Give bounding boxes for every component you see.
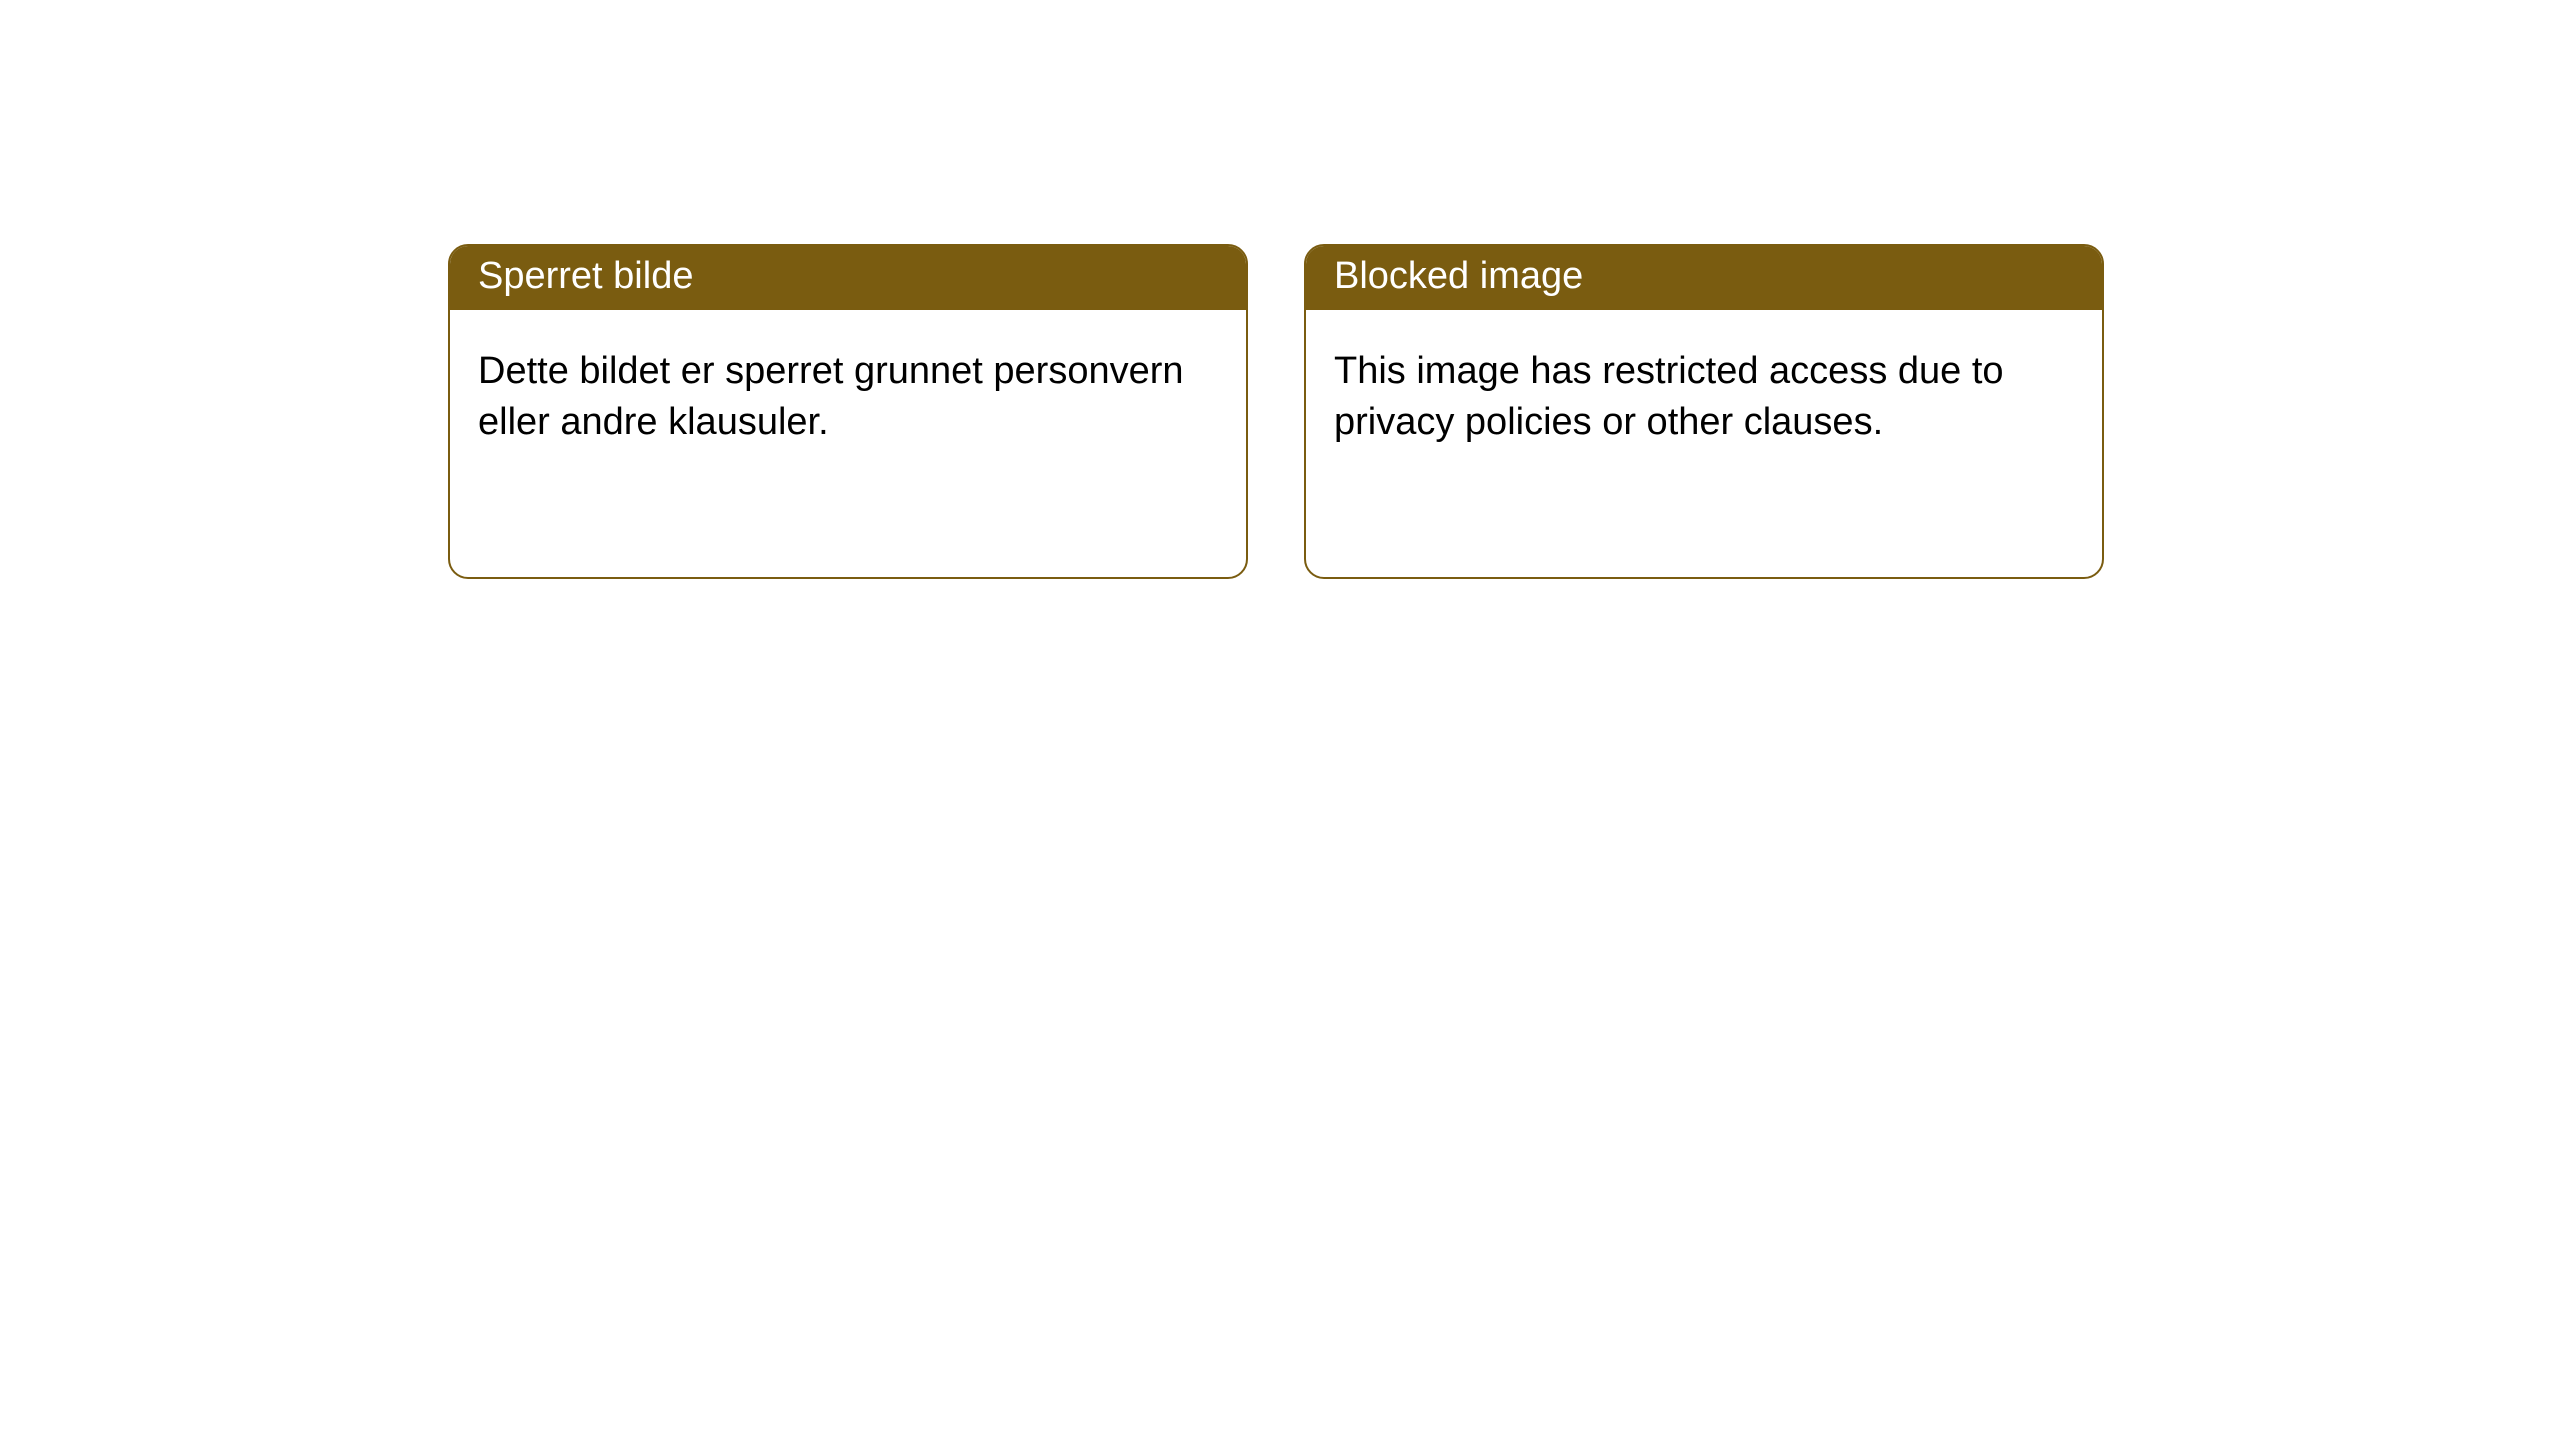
card-header-en: Blocked image	[1306, 246, 2102, 310]
blocked-image-card-en: Blocked image This image has restricted …	[1304, 244, 2104, 579]
blocked-image-card-no: Sperret bilde Dette bildet er sperret gr…	[448, 244, 1248, 579]
card-title-en: Blocked image	[1334, 255, 1583, 297]
card-body-no: Dette bildet er sperret grunnet personve…	[450, 310, 1246, 485]
card-body-en: This image has restricted access due to …	[1306, 310, 2102, 485]
card-message-en: This image has restricted access due to …	[1334, 350, 2004, 443]
card-message-no: Dette bildet er sperret grunnet personve…	[478, 350, 1184, 443]
cards-container: Sperret bilde Dette bildet er sperret gr…	[0, 0, 2560, 579]
card-header-no: Sperret bilde	[450, 246, 1246, 310]
card-title-no: Sperret bilde	[478, 255, 693, 297]
